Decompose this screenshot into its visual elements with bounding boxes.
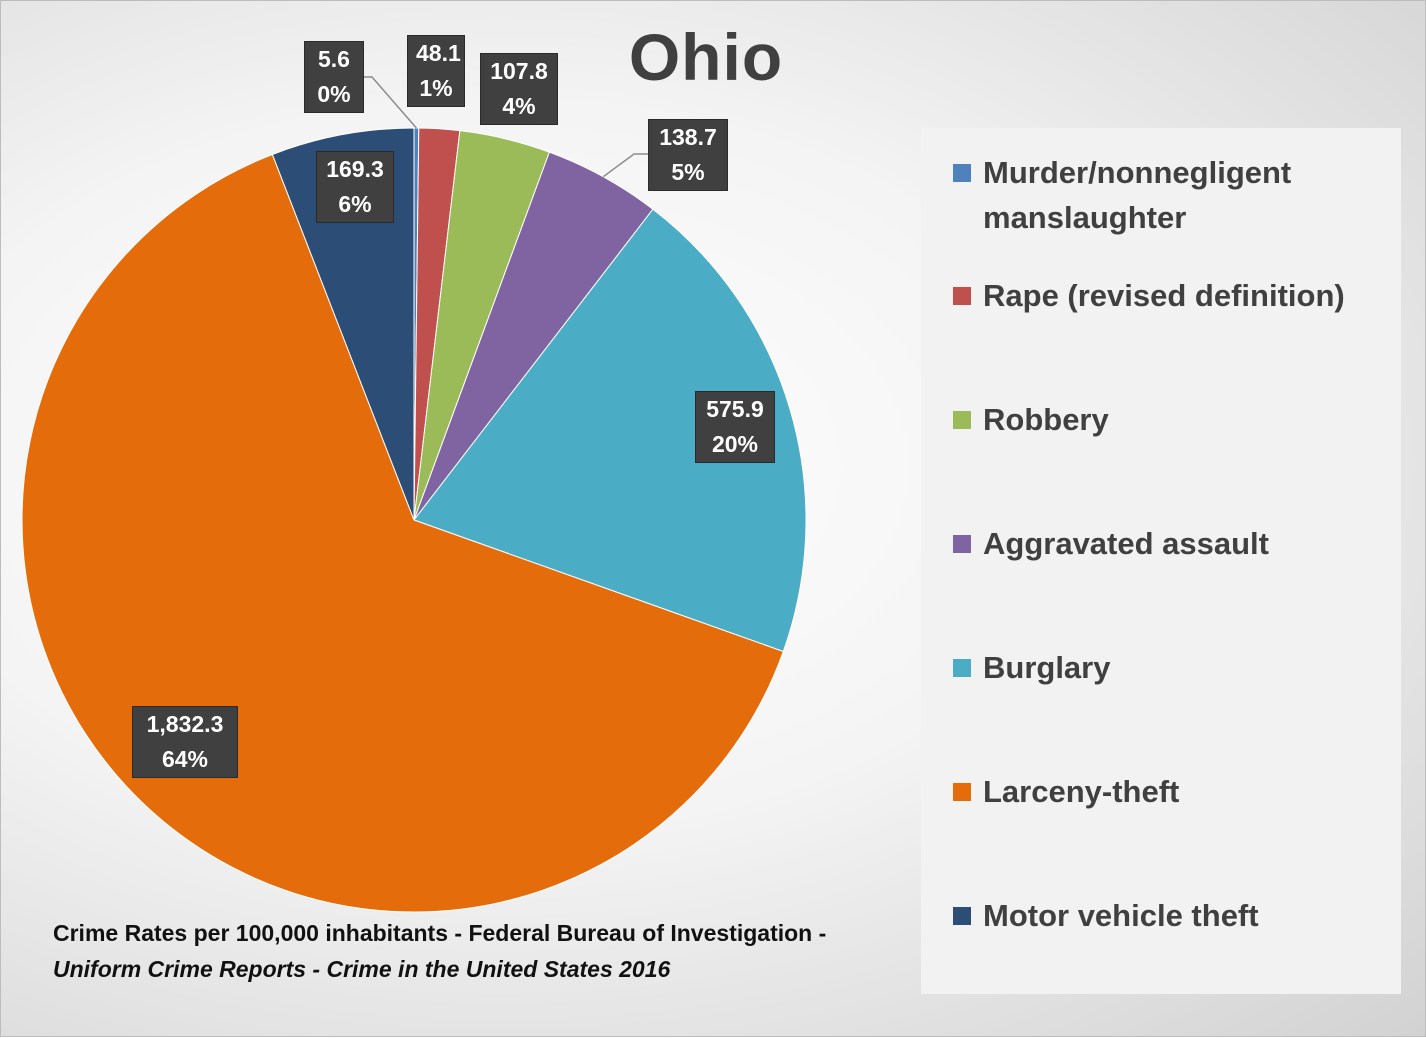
legend-label: Motor vehicle theft (983, 898, 1259, 933)
legend-label: Larceny-theft (983, 774, 1180, 809)
chart-title: Ohio (628, 20, 784, 94)
data-label-percent: 0% (317, 81, 351, 107)
data-label-value: 169.3 (326, 156, 384, 182)
data-label-robbery: 107.8 4% (480, 53, 558, 125)
data-label-larceny-theft: 1,832.3 64% (132, 706, 238, 778)
data-label-percent: 6% (338, 191, 372, 217)
data-label-value: 138.7 (659, 124, 717, 150)
legend-swatch (953, 164, 971, 182)
data-label-aggravated-assault: 138.7 5% (648, 119, 728, 191)
leader-line-murder-nonnegligent-manslaughter (364, 76, 417, 129)
pie-slice-motor-vehicle-theft (271, 127, 415, 521)
legend-swatch (953, 783, 971, 801)
data-label-value: 107.8 (490, 58, 548, 84)
legend-swatch (953, 659, 971, 677)
data-label-percent: 5% (671, 159, 705, 185)
legend-label: Rape (revised definition) (983, 278, 1345, 313)
data-label-murder-nonnegligent-manslaughter: 5.6 0% (304, 41, 364, 113)
legend-swatch (953, 411, 971, 429)
source-note-text: Crime Rates per 100,000 inhabitants - Fe… (53, 920, 827, 946)
legend-label: Murder/nonnegligent manslaughter (983, 155, 1292, 235)
legend-label: Burglary (983, 650, 1111, 685)
data-label-percent: 64% (161, 746, 209, 772)
data-label-value: 48.1 (416, 40, 461, 66)
data-label-value: 1,832.3 (146, 711, 224, 737)
leader-line-aggravated-assault (602, 153, 648, 178)
legend-swatch (953, 535, 971, 553)
data-label-percent: 20% (711, 431, 759, 457)
pie-slice-burglary (413, 208, 807, 653)
legend-label: Robbery (983, 402, 1109, 437)
legend-swatch (953, 287, 971, 305)
data-label-value: 575.9 (706, 396, 764, 422)
data-label-rape-revised-definition: 48.1 1% (407, 35, 465, 107)
legend-swatch (953, 907, 971, 925)
data-label-percent: 1% (419, 75, 453, 101)
source-note: Crime Rates per 100,000 inhabitants - Fe… (53, 915, 873, 987)
legend: Murder/nonnegligent manslaughter Rape (re… (921, 128, 1401, 994)
data-label-burglary: 575.9 20% (695, 391, 775, 463)
pie-slices (21, 127, 807, 913)
data-label-value: 5.6 (318, 46, 350, 72)
data-label-percent: 4% (502, 93, 536, 119)
source-note-italic: Uniform Crime Reports - Crime in the Uni… (53, 956, 671, 982)
legend-label: Aggravated assault (983, 526, 1269, 561)
data-label-motor-vehicle-theft: 169.3 6% (316, 151, 394, 223)
leader-lines (364, 76, 648, 178)
